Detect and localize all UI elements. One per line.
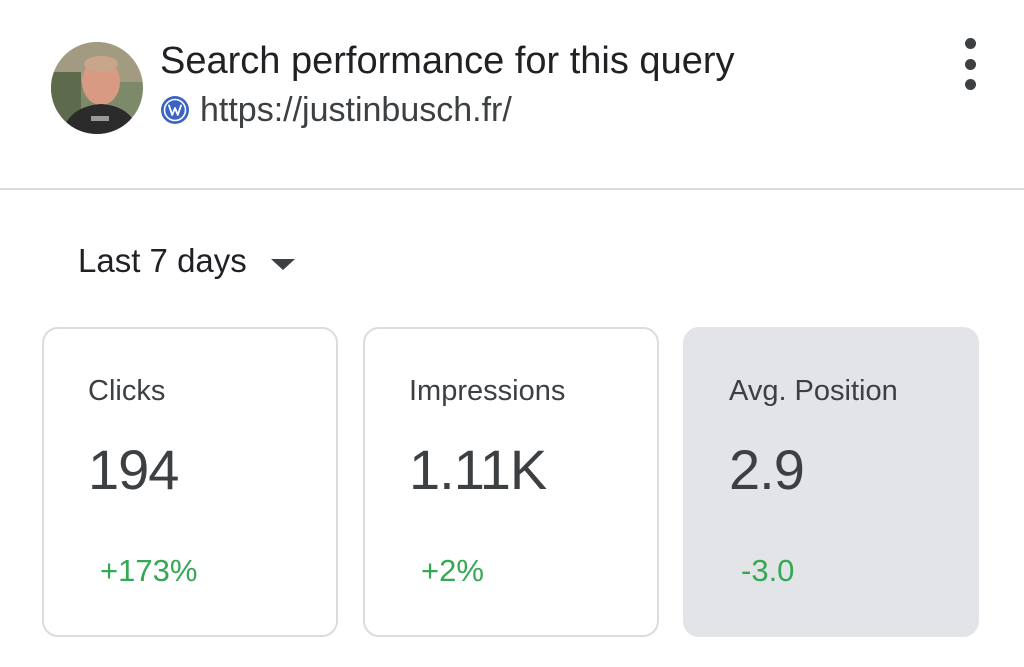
caret-down-icon [270,258,295,270]
metric-change: +173% [100,553,198,588]
page-title: Search performance for this query [160,40,735,82]
metric-label: Avg. Position [729,375,898,407]
metric-card-clicks[interactable]: Clicks 194 +173% [42,327,338,637]
more-vertical-icon [964,38,976,49]
metric-change: -3.0 [741,553,795,588]
metric-value: 194 [88,438,179,501]
avatar[interactable] [51,42,143,134]
more-vertical-icon-dot-2 [964,58,976,70]
metric-label: Impressions [409,375,566,407]
metric-change: +2% [421,553,484,588]
site-link[interactable]: https://justinbusch.fr/ [160,88,512,132]
metric-card-impressions[interactable]: Impressions 1.11K +2% [363,327,659,637]
metric-value: 2.9 [729,438,805,501]
metric-card-avg-position[interactable]: Avg. Position 2.9 -3.0 [683,327,979,637]
date-range-dropdown[interactable]: Last 7 days [78,238,295,284]
wordpress-icon [160,95,190,125]
metric-value: 1.11K [409,438,547,501]
more-options-button[interactable] [950,38,990,90]
header-divider [0,188,1024,190]
page-header: Search performance for this query https:… [0,0,1024,188]
avatar-image [51,42,143,134]
date-range-label: Last 7 days [78,242,247,279]
more-vertical-icon-dot-3 [964,79,976,90]
site-url: https://justinbusch.fr/ [200,90,512,129]
metric-label: Clicks [88,375,166,407]
